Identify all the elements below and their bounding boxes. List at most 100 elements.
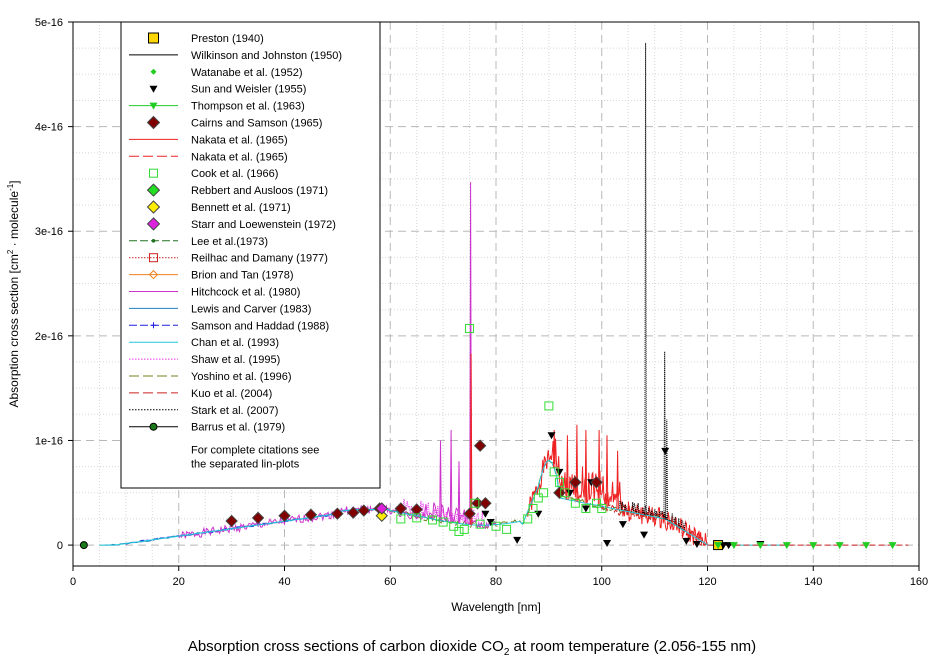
- marker-cook-et-al-1966-: [560, 488, 570, 498]
- y-axis-title-part: · molecule: [7, 191, 21, 250]
- legend-item: Nakata et al. (1965): [129, 134, 288, 146]
- marker-cairns-and-samson-1965-: [394, 502, 408, 515]
- marker-cook-et-al-1966-: [539, 488, 549, 498]
- marker-cook-et-al-1966-: [523, 514, 533, 524]
- y-tick-label: 4e-16: [35, 122, 63, 134]
- x-tick-label: 160: [910, 576, 928, 588]
- x-tick-label: 0: [70, 576, 76, 588]
- legend-symbol: [149, 168, 158, 178]
- x-tick-label: 140: [804, 576, 822, 588]
- marker-sun-and-weisler-1955-: [640, 531, 649, 539]
- x-axis-title: Wavelength [nm]: [451, 600, 541, 614]
- legend-item: Kuo et al. (2004): [129, 388, 272, 400]
- marker-thompson-et-al-1963-: [756, 542, 765, 550]
- y-tick-label: 2e-16: [35, 331, 63, 343]
- marker-thompson-et-al-1963-: [888, 542, 897, 550]
- curve-kuo: [601, 500, 707, 547]
- legend-item: Watanabe et al. (1952): [150, 67, 303, 79]
- marker-cook-et-al-1966-: [475, 519, 485, 529]
- legend-label: Cairns and Samson (1965): [191, 118, 322, 130]
- legend-label: Hitchcock et al. (1980): [191, 287, 300, 299]
- legend-label: Chan et al. (1993): [191, 337, 279, 349]
- marker-sun-and-weisler-1955-: [618, 521, 627, 529]
- legend-label: Lee et al.(1973): [191, 236, 268, 248]
- marker-sun-and-weisler-1955-: [603, 539, 612, 547]
- legend-item: Reilhac and Damany (1977): [129, 253, 328, 265]
- legend-label: Lewis and Carver (1983): [191, 303, 311, 315]
- y-tick-label: 3e-16: [35, 226, 63, 238]
- marker-cairns-and-samson-1965-: [410, 503, 423, 516]
- marker-sun-and-weisler-1955-: [486, 519, 495, 527]
- marker-cook-et-al-1966-: [597, 503, 607, 513]
- marker-cook-et-al-1966-: [449, 521, 459, 531]
- legend-label: Shaw et al. (1995): [191, 354, 280, 366]
- spike-nakata: [552, 429, 556, 469]
- legend-item: Bennett et al. (1971): [146, 200, 291, 214]
- legend-box: [120, 21, 381, 489]
- y-tick-label: 0: [57, 540, 63, 552]
- y-tick-label: 5e-16: [35, 17, 63, 29]
- marker-cook-et-al-1966-: [465, 324, 475, 334]
- marker-cook-et-al-1966-: [544, 401, 554, 411]
- caption-subscript: 2: [503, 647, 510, 658]
- marker-cairns-and-samson-1965-: [473, 439, 487, 452]
- legend-item: Lewis and Carver (1983): [129, 303, 311, 315]
- marker-sun-and-weisler-1955-: [692, 541, 701, 549]
- spike-stark: [644, 42, 647, 516]
- legend-label: Rebbert and Ausloos (1971): [191, 185, 328, 197]
- marker-cook-et-al-1966-: [396, 514, 406, 524]
- legend-label: Cook et al. (1966): [191, 168, 278, 180]
- marker-thompson-et-al-1963-: [714, 542, 723, 550]
- legend-symbol: [148, 269, 159, 280]
- x-tick-label: 60: [384, 576, 396, 588]
- x-tick-label: 40: [278, 576, 290, 588]
- marker-cook-et-al-1966-: [491, 521, 501, 531]
- marker-cairns-and-samson-1965-: [225, 514, 238, 528]
- marker-cairns-and-samson-1965-: [479, 497, 492, 510]
- legend-symbol: [146, 115, 161, 130]
- caption-text-2: at room temperature (2.056-155 nm): [509, 638, 757, 655]
- marker-cook-et-al-1966-: [528, 503, 538, 513]
- y-axis-title-part: 2: [6, 249, 15, 254]
- marker-barrus-et-al-1979-: [79, 541, 88, 550]
- data-markers: [79, 324, 897, 551]
- marker-cairns-and-samson-1965-: [553, 486, 566, 499]
- marker-sun-and-weisler-1955-: [719, 542, 728, 550]
- legend-label: Barrus et al. (1979): [191, 422, 285, 434]
- curve-chan: [99, 459, 787, 546]
- legend-item: Chan et al. (1993): [129, 337, 279, 349]
- spike-hitchcock: [457, 461, 461, 524]
- marker-cook-et-al-1966-: [470, 498, 480, 508]
- marker-cook-et-al-1966-: [591, 498, 601, 508]
- legend-item: Shaw et al. (1995): [129, 354, 280, 366]
- caption-text-1: Absorption cross sections of carbon diox…: [187, 638, 504, 655]
- marker-cairns-and-samson-1965-: [331, 507, 344, 520]
- marker-thompson-et-al-1963-: [862, 542, 871, 550]
- marker-cook-et-al-1966-: [549, 467, 559, 477]
- marker-thompson-et-al-1963-: [835, 542, 844, 550]
- spike-stark: [665, 419, 669, 520]
- marker-cook-et-al-1966-: [438, 517, 448, 527]
- legend-label: Reilhac and Damany (1977): [191, 253, 328, 265]
- legend-item: Preston (1940): [148, 32, 264, 45]
- marker-sun-and-weisler-1955-: [581, 505, 590, 513]
- marker-cook-et-al-1966-: [533, 493, 543, 503]
- legend-item: Lee et al.(1973): [129, 236, 268, 248]
- legend-label: Yoshino et al. (1996): [191, 371, 292, 383]
- marker-sun-and-weisler-1955-: [534, 510, 543, 518]
- spike-nakata: [469, 353, 473, 525]
- y-axis-title-part: -1: [6, 183, 15, 191]
- spike-stark: [663, 351, 666, 519]
- legend-label: Preston (1940): [191, 33, 264, 45]
- legend-symbol: [146, 217, 161, 231]
- x-tick-label: 120: [698, 576, 716, 588]
- curve-stark: [617, 500, 687, 530]
- legend-label: Thompson et al. (1963): [191, 101, 305, 113]
- legend-label: Watanabe et al. (1952): [191, 67, 303, 79]
- legend-item: Thompson et al. (1963): [129, 101, 305, 113]
- legend-item: Barrus et al. (1979): [129, 422, 285, 434]
- legend-symbol: [149, 85, 158, 93]
- marker-cook-et-al-1966-: [412, 513, 422, 523]
- legend-item: Cairns and Samson (1965): [146, 115, 322, 130]
